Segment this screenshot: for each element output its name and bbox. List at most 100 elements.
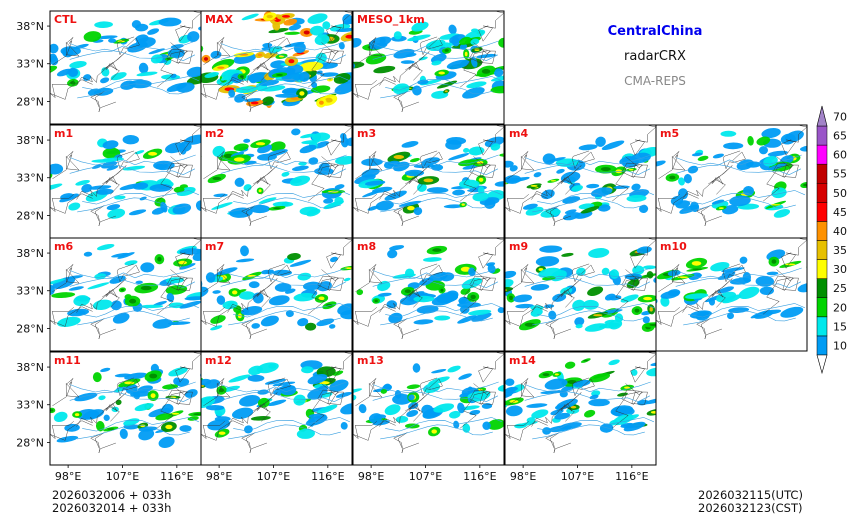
province-boundary <box>353 193 396 214</box>
province-boundary <box>682 179 726 200</box>
province-boundary <box>116 150 140 170</box>
province-boundary <box>201 193 244 214</box>
river <box>372 40 499 60</box>
panel-label: m4 <box>509 127 528 140</box>
panel-label: m2 <box>205 127 224 140</box>
lon-tick-label: 116°E <box>160 470 193 483</box>
river <box>77 197 190 213</box>
panel-frame <box>200 237 353 352</box>
river <box>372 43 499 62</box>
colorbar-label: 20 <box>833 301 847 314</box>
river <box>69 267 196 287</box>
province-boundary <box>696 205 722 226</box>
province-boundary <box>203 378 231 406</box>
province-boundary <box>621 162 648 178</box>
lat-tick-label: 38°N <box>16 134 44 147</box>
lat-tick-label: 33°N <box>16 399 44 412</box>
province-boundary <box>102 278 127 298</box>
lat-tick-label: 33°N <box>16 285 44 298</box>
province-boundary <box>656 193 699 214</box>
panel-m9: m9 <box>504 237 657 352</box>
panel-frame <box>200 10 353 125</box>
province-boundary <box>545 205 571 226</box>
province-boundary <box>505 193 548 214</box>
province-boundary <box>708 278 733 298</box>
panel-m5: m5 <box>655 124 808 239</box>
province-boundary <box>393 432 419 453</box>
lon-tick-label: 98°E <box>55 470 81 483</box>
province-boundary <box>166 275 193 291</box>
panel-frame <box>352 351 505 466</box>
river <box>380 310 493 326</box>
province-boundary <box>50 193 93 214</box>
province-boundary <box>355 378 383 406</box>
province-boundary <box>571 377 595 397</box>
river <box>69 154 196 174</box>
province-boundary <box>267 263 291 283</box>
colorbar-swatch <box>816 259 828 279</box>
colorbar-label: 35 <box>833 244 847 257</box>
river <box>385 303 503 318</box>
province-boundary <box>656 306 699 327</box>
province-boundary <box>241 205 267 226</box>
panel-frame <box>352 10 505 125</box>
province-boundary <box>116 263 140 283</box>
river <box>380 197 493 213</box>
province-boundary <box>405 392 430 412</box>
colorbar-label: 65 <box>833 130 847 143</box>
colorbar-label: 70 <box>833 111 847 124</box>
panel-label: m9 <box>509 240 528 253</box>
colorbar-label: 60 <box>833 149 847 162</box>
province-boundary <box>419 263 443 283</box>
province-boundary <box>531 406 575 427</box>
province-boundary <box>76 292 120 313</box>
river <box>220 40 347 60</box>
province-boundary <box>355 264 383 292</box>
river <box>220 157 347 176</box>
panel-label: m3 <box>357 127 376 140</box>
lon-tick-label: 107°E <box>409 470 442 483</box>
panel-label: m8 <box>357 240 376 253</box>
province-boundary <box>227 406 271 427</box>
river <box>532 424 645 440</box>
colorbar-swatch <box>816 297 828 318</box>
panel-label: MESO_1km <box>357 13 425 26</box>
river <box>220 381 347 401</box>
province-boundary <box>682 292 726 313</box>
province-boundary <box>166 389 193 405</box>
colorbar-over-arrow <box>816 105 828 127</box>
province-boundary <box>469 162 496 178</box>
colorbar-label: 10 <box>833 340 847 353</box>
province-boundary <box>379 179 423 200</box>
river <box>675 270 802 289</box>
river <box>683 197 796 213</box>
province-boundary <box>557 278 582 298</box>
province-boundary <box>531 179 575 200</box>
river <box>69 384 196 403</box>
colorbar-swatch <box>816 163 828 184</box>
river <box>228 424 341 440</box>
province-boundary <box>379 65 423 86</box>
panel-frame <box>655 237 808 352</box>
river <box>537 417 655 432</box>
panel-m11: m11 <box>49 351 202 466</box>
province-boundary <box>227 179 271 200</box>
river <box>524 154 651 174</box>
province-boundary <box>469 48 496 64</box>
lat-tick-label: 38°N <box>16 247 44 260</box>
province-boundary <box>419 36 443 56</box>
province-boundary <box>353 420 396 441</box>
province-boundary <box>708 165 733 185</box>
province-boundary <box>405 51 430 71</box>
river <box>77 310 190 326</box>
lat-tick-label: 38°N <box>16 20 44 33</box>
province-boundary <box>76 179 120 200</box>
river <box>69 40 196 60</box>
variable-title: radarCRX <box>624 49 686 64</box>
province-boundary <box>621 275 648 291</box>
river <box>69 270 196 289</box>
river <box>675 154 802 174</box>
province-boundary <box>253 165 278 185</box>
province-boundary <box>507 264 535 292</box>
province-boundary <box>658 264 686 292</box>
